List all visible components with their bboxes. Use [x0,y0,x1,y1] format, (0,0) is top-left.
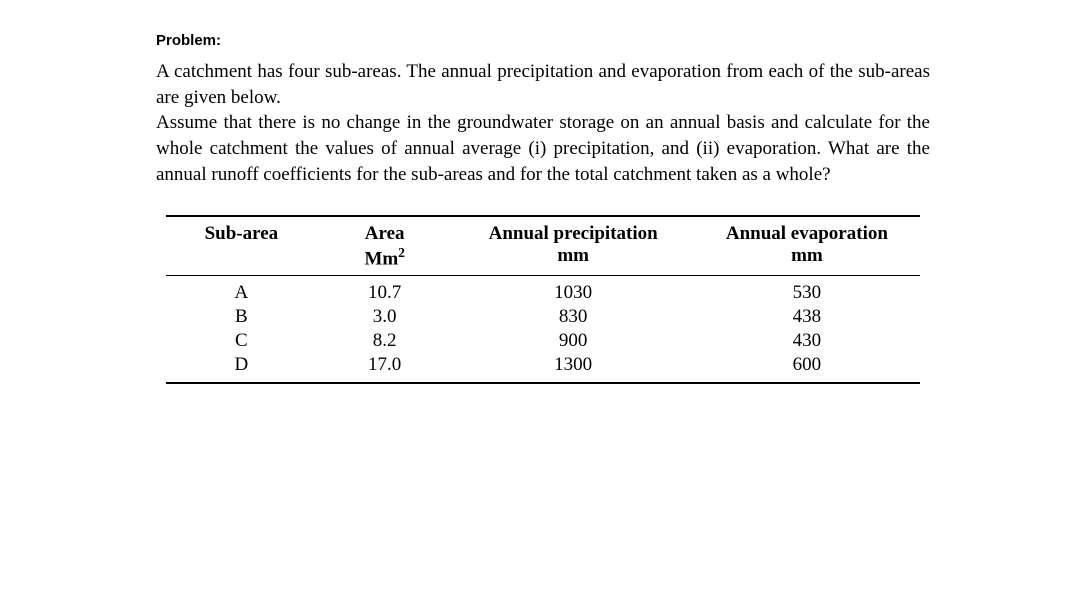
problem-statement: A catchment has four sub-areas. The annu… [156,59,930,187]
col-header-precip: Annual precipitation mm [453,216,694,275]
col-header-area: Area Mm2 [317,216,453,275]
cell-subarea: A [166,275,317,305]
col-header-subarea: Sub-area [166,216,317,275]
col-header-evap: Annual evaporation mm [694,216,920,275]
cell-area: 10.7 [317,275,453,305]
cell-evap: 438 [694,305,920,329]
cell-subarea: B [166,305,317,329]
catchment-data-table: Sub-area Area Mm2 Annual precipitation m… [166,215,920,383]
table-body: A 10.7 1030 530 B 3.0 830 438 C 8.2 900 … [166,275,920,383]
cell-evap: 530 [694,275,920,305]
cell-precip: 900 [453,329,694,353]
problem-label: Problem: [156,32,930,49]
col-header-text: Sub-area [205,223,279,244]
cell-subarea: D [166,353,317,383]
table-row: B 3.0 830 438 [166,305,920,329]
col-header-text: Annual evaporation [726,223,888,244]
col-header-unit: mm [698,245,916,267]
cell-precip: 1030 [453,275,694,305]
col-header-text: Annual precipitation [489,223,658,244]
col-header-unit: mm [457,245,690,267]
cell-area: 17.0 [317,353,453,383]
cell-evap: 600 [694,353,920,383]
cell-evap: 430 [694,329,920,353]
cell-area: 8.2 [317,329,453,353]
table-header-row: Sub-area Area Mm2 Annual precipitation m… [166,216,920,275]
col-header-text: Area [365,223,405,244]
table-row: C 8.2 900 430 [166,329,920,353]
table-row: D 17.0 1300 600 [166,353,920,383]
data-table-container: Sub-area Area Mm2 Annual precipitation m… [156,215,930,383]
col-header-unit: Mm2 [321,245,449,270]
cell-subarea: C [166,329,317,353]
table-row: A 10.7 1030 530 [166,275,920,305]
cell-area: 3.0 [317,305,453,329]
cell-precip: 830 [453,305,694,329]
problem-page: Problem: A catchment has four sub-areas.… [0,0,1080,384]
cell-precip: 1300 [453,353,694,383]
